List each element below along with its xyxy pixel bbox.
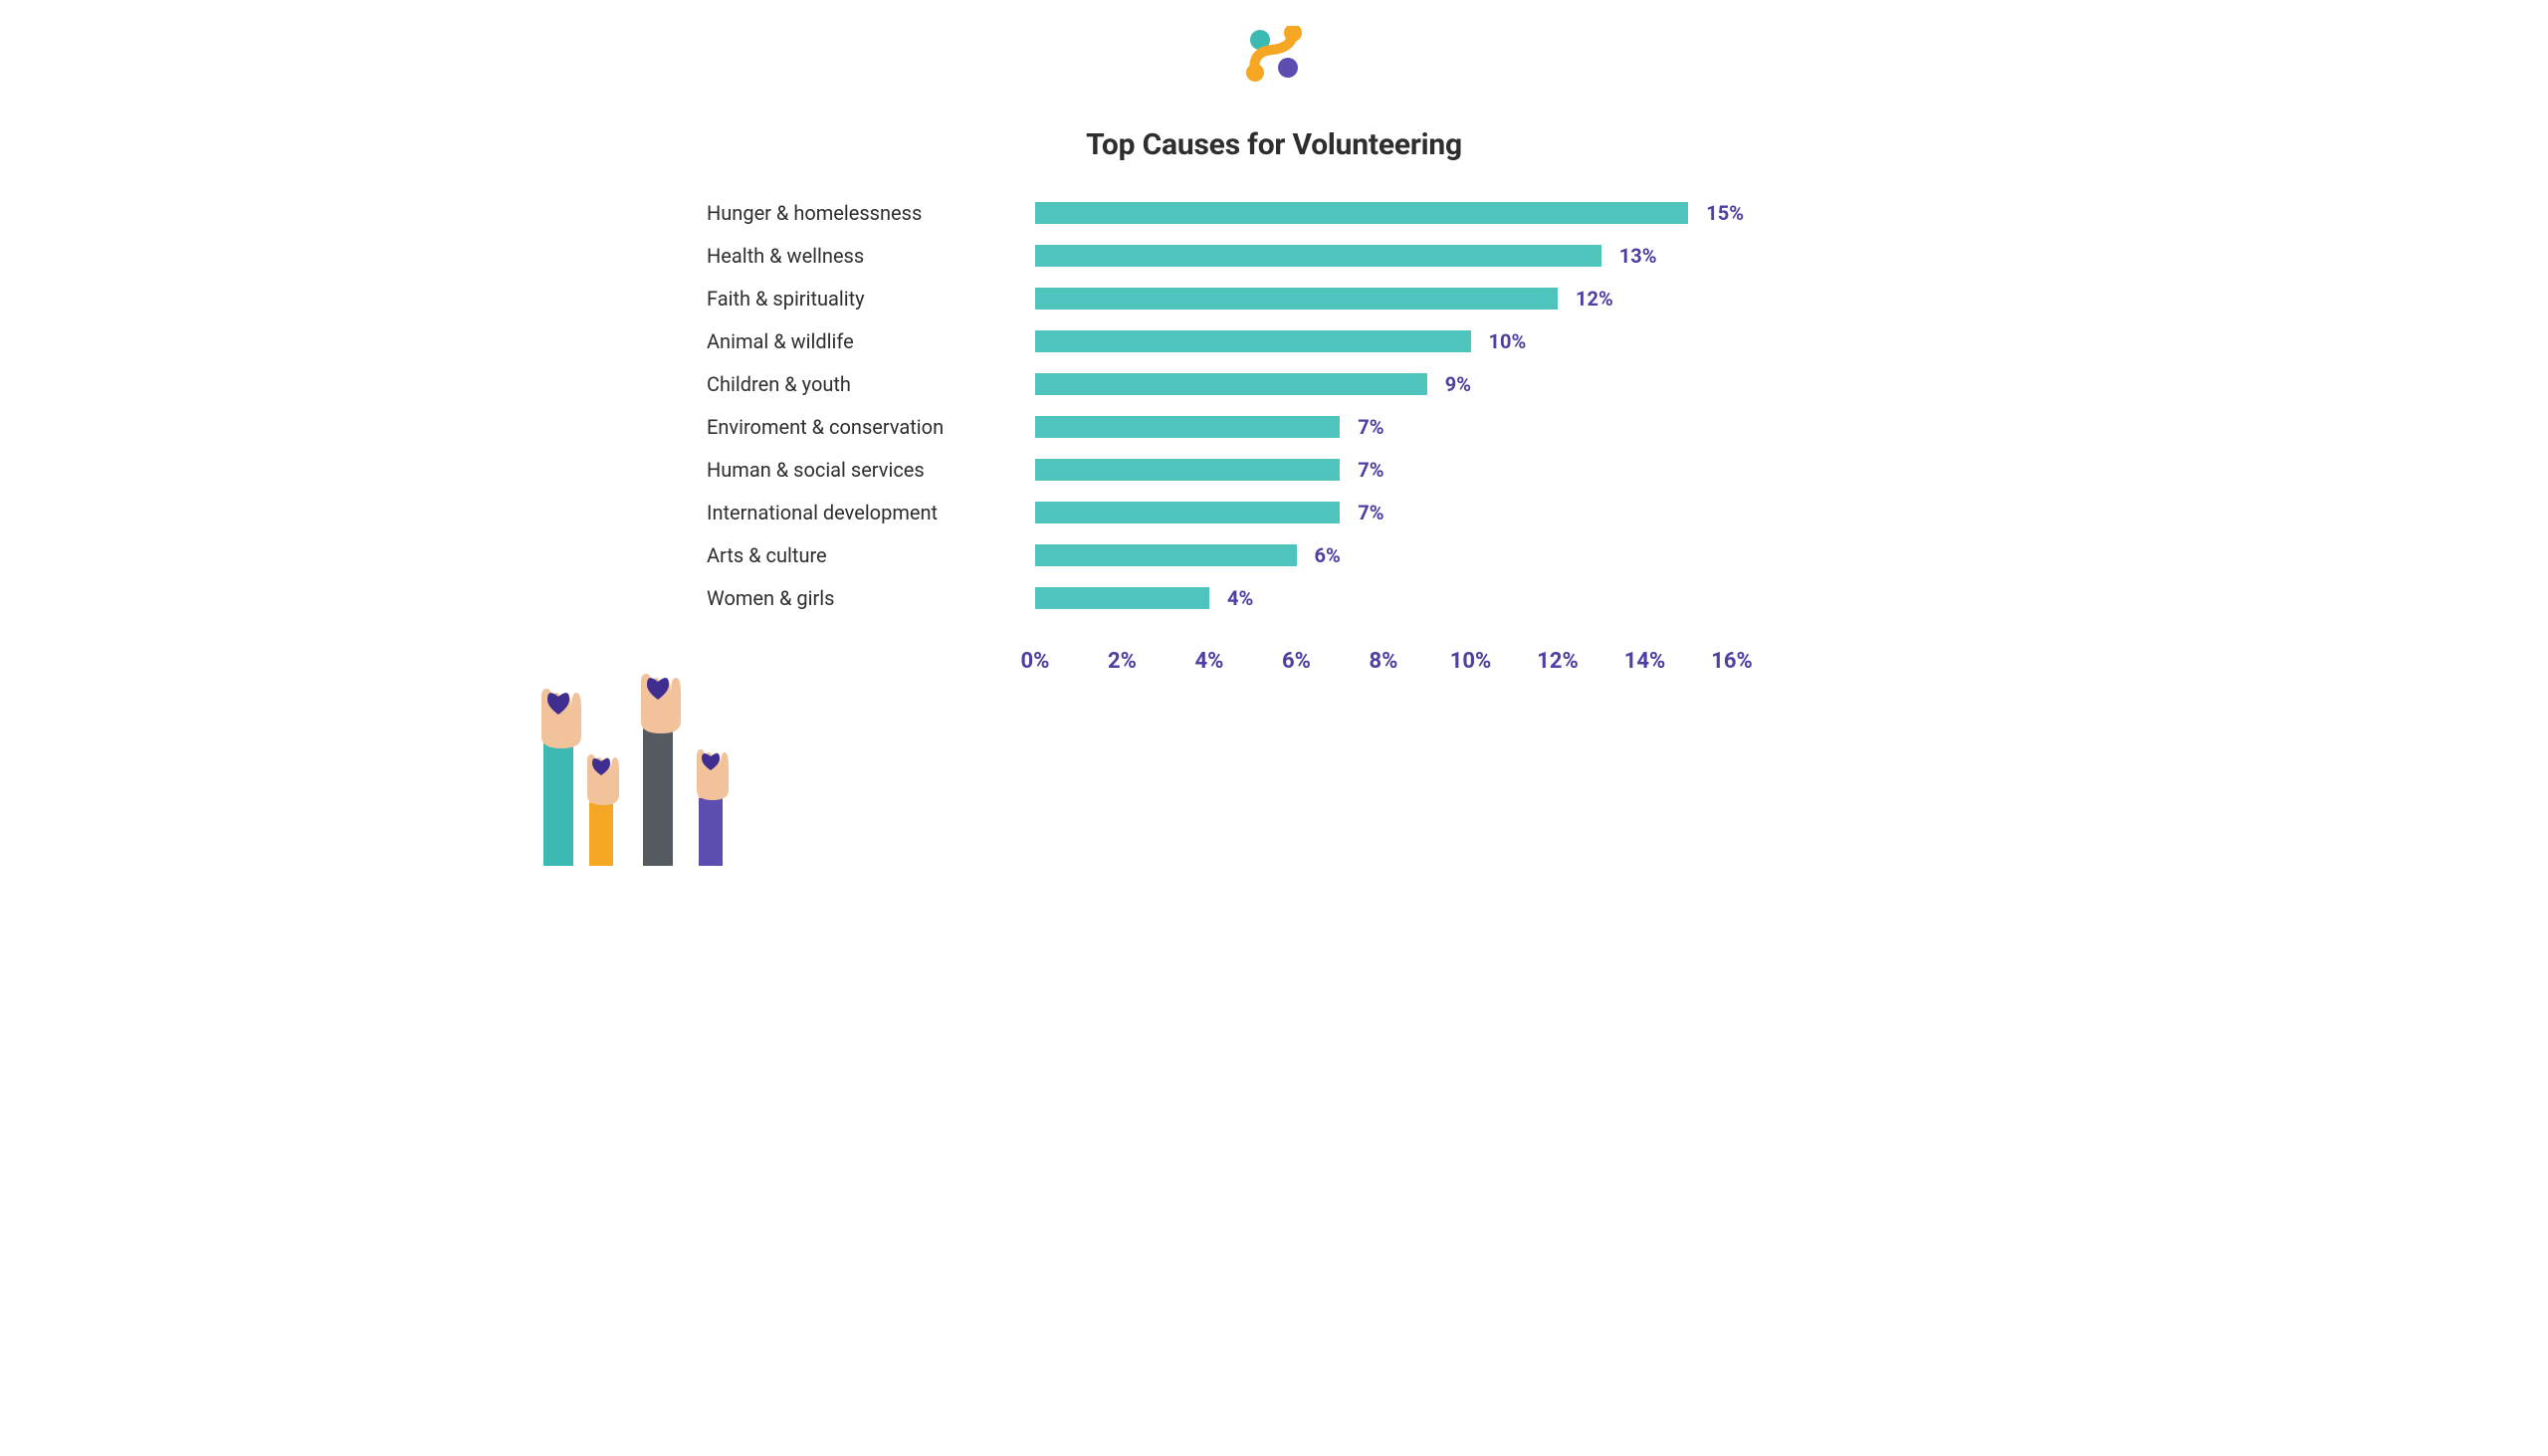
x-axis: 0%2%4%6%8%10%12%14%16% <box>1035 649 1732 679</box>
x-tick: 6% <box>1282 649 1311 674</box>
bar-track <box>1035 202 1688 224</box>
bar-track <box>1035 330 1471 352</box>
bar <box>1035 202 1688 224</box>
value-label: 4% <box>1227 586 1253 610</box>
category-label: Animal & wildlife <box>707 329 854 353</box>
value-label: 6% <box>1315 543 1341 567</box>
value-label: 15% <box>1706 201 1744 225</box>
bar <box>1035 288 1558 310</box>
bar <box>1035 416 1340 438</box>
x-tick: 12% <box>1537 649 1579 674</box>
bar-chart: Hunger & homelessness 15% Health & wellnes… <box>518 191 2030 619</box>
bar <box>1035 544 1297 566</box>
bar <box>1035 502 1340 523</box>
value-label: 12% <box>1576 287 1613 311</box>
category-label: Faith & spirituality <box>707 287 865 311</box>
hand-3 <box>641 674 681 866</box>
chart-row: International development 7% <box>518 491 2030 533</box>
chart-row: Women & girls 4% <box>518 576 2030 619</box>
x-tick: 0% <box>1021 649 1050 674</box>
bar-track <box>1035 587 1209 609</box>
hand-2 <box>587 754 619 866</box>
bar <box>1035 587 1209 609</box>
bar-track <box>1035 245 1601 267</box>
x-tick: 4% <box>1195 649 1224 674</box>
bar <box>1035 330 1471 352</box>
brand-logo <box>1246 26 1302 82</box>
x-tick: 10% <box>1450 649 1492 674</box>
chart-row: Faith & spirituality 12% <box>518 277 2030 319</box>
x-tick: 2% <box>1108 649 1137 674</box>
chart-row: Animal & wildlife 10% <box>518 319 2030 362</box>
hand-1 <box>541 689 581 866</box>
bar <box>1035 459 1340 481</box>
hand-4 <box>697 749 729 866</box>
category-label: Arts & culture <box>707 543 827 567</box>
value-label: 9% <box>1445 372 1471 396</box>
value-label: 7% <box>1358 501 1383 524</box>
category-label: Hunger & homelessness <box>707 201 922 225</box>
chart-row: Children & youth 9% <box>518 362 2030 405</box>
x-tick: 8% <box>1370 649 1398 674</box>
logo-dot-purple <box>1278 58 1298 78</box>
bar-track <box>1035 373 1427 395</box>
bar-track <box>1035 502 1340 523</box>
value-label: 13% <box>1619 244 1657 268</box>
bar-track <box>1035 459 1340 481</box>
logo-dot-amber-a <box>1246 64 1264 82</box>
chart-row: Human & social services 7% <box>518 448 2030 491</box>
category-label: Human & social services <box>707 458 925 482</box>
value-label: 7% <box>1358 415 1383 439</box>
bar-track <box>1035 544 1297 566</box>
bar-track <box>1035 416 1340 438</box>
chart-row: Enviroment & conservation 7% <box>518 405 2030 448</box>
category-label: Women & girls <box>707 586 834 610</box>
category-label: Health & wellness <box>707 244 864 268</box>
x-tick: 14% <box>1624 649 1666 674</box>
category-label: Children & youth <box>707 372 851 396</box>
bar <box>1035 373 1427 395</box>
value-label: 7% <box>1358 458 1383 482</box>
infographic-page: Top Causes for Volunteering Hunger & hom… <box>518 0 2030 866</box>
value-label: 10% <box>1489 329 1527 353</box>
raised-hands-illustration <box>524 637 752 866</box>
category-label: Enviroment & conservation <box>707 415 944 439</box>
chart-row: Hunger & homelessness 15% <box>518 191 2030 234</box>
chart-row: Health & wellness 13% <box>518 234 2030 277</box>
category-label: International development <box>707 501 938 524</box>
bar-track <box>1035 288 1558 310</box>
chart-row: Arts & culture 6% <box>518 533 2030 576</box>
x-tick: 16% <box>1711 649 1753 674</box>
bar <box>1035 245 1601 267</box>
chart-title: Top Causes for Volunteering <box>1086 127 1462 162</box>
